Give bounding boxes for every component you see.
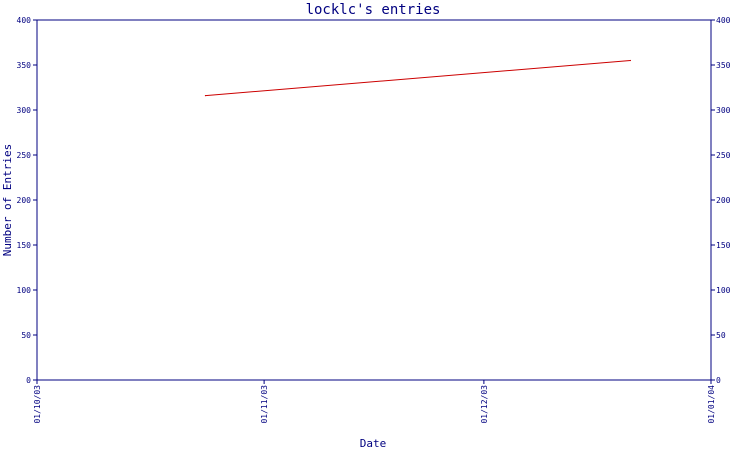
x-tick-label: 01/12/03 [480,385,489,424]
x-tick-label: 01/10/03 [33,385,42,424]
y-tick-label-right: 100 [716,286,731,295]
y-tick-label-left: 150 [17,241,32,250]
y-axis-right: 0 50 100 150 200 250 300 350 400 [711,16,731,385]
data-point [204,95,207,97]
series-line [205,60,631,97]
y-tick-label-left: 100 [17,286,32,295]
y-tick-label-left: 50 [21,331,31,340]
x-tick-label: 01/11/03 [260,385,269,424]
y-tick-label-right: 350 [716,61,731,70]
plot-area-frame [36,19,712,381]
x-axis-label: Date [360,437,387,450]
y-tick-label-left: 200 [17,196,32,205]
x-axis: 01/10/03 01/11/03 01/12/03 01/01/04 [33,380,716,424]
y-tick-label-right: 150 [716,241,731,250]
y-tick-label-right: 50 [716,331,726,340]
y-tick-label-left: 0 [26,376,31,385]
series-layer [204,59,632,97]
y-axis-left: 0 50 100 150 200 250 300 350 400 [17,16,37,385]
y-tick-label-left: 400 [17,16,32,25]
y-axis-label: Number of Entries [1,144,14,257]
data-point [629,59,632,62]
y-tick-label-right: 400 [716,16,731,25]
y-tick-label-left: 300 [17,106,32,115]
y-tick-label-left: 250 [17,151,32,160]
y-tick-label-right: 0 [716,376,721,385]
y-tick-label-right: 200 [716,196,731,205]
y-tick-label-left: 350 [17,61,32,70]
y-tick-label-right: 300 [716,106,731,115]
x-tick-label: 01/01/04 [707,385,716,424]
chart-title: locklc's entries [306,2,441,18]
y-tick-label-right: 250 [716,151,731,160]
